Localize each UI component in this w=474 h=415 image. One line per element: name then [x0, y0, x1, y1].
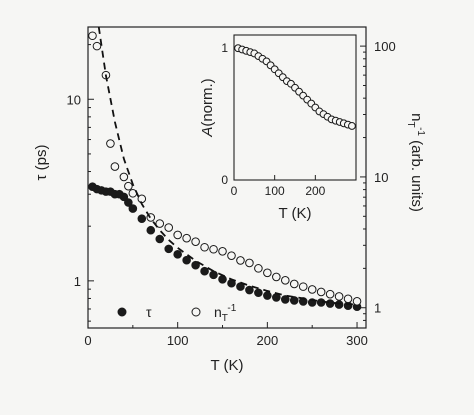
x-tick-label: 0	[84, 333, 91, 348]
nT-inverse-point	[191, 237, 200, 246]
nT-inverse-point	[110, 162, 120, 171]
nT-inverse-point	[164, 223, 174, 232]
tau-point	[119, 192, 129, 202]
tau-point	[254, 288, 263, 298]
nT-inverse-point	[254, 264, 263, 273]
y-right-tick-label: 10	[374, 170, 388, 185]
nT-inverse-point	[334, 292, 344, 301]
tau-point	[289, 296, 299, 305]
tau-point	[191, 260, 200, 270]
nT-inverse-point	[124, 181, 133, 191]
inset-frame	[233, 34, 357, 181]
tau-point	[245, 285, 254, 295]
nT-inverse-point	[298, 282, 308, 291]
legend-nT-label: nT-1	[214, 303, 237, 324]
tau-point	[209, 270, 218, 280]
nT-inverse-point	[245, 258, 254, 268]
tau-point	[146, 225, 156, 235]
tau-point	[137, 214, 147, 223]
nT-inverse-point	[307, 285, 317, 294]
nT-inverse-point	[343, 294, 353, 304]
x-tick-label: 200	[257, 333, 279, 348]
tau-point	[128, 204, 138, 213]
tau-point	[155, 234, 165, 244]
inset-y-tick-label: 0	[221, 173, 228, 187]
nT-inverse-point	[227, 251, 236, 260]
plot-frame	[87, 26, 367, 329]
nT-inverse-point	[263, 268, 272, 278]
inset-x-tick-label: 100	[265, 184, 285, 198]
tau-point	[218, 274, 227, 284]
nT-inverse-point	[316, 287, 326, 297]
x-tick-label: 100	[167, 333, 189, 348]
x-axis-title: T (K)	[210, 357, 243, 374]
fit-curve	[97, 27, 358, 306]
tau-point	[124, 198, 133, 207]
nT-inverse-point	[280, 276, 290, 285]
tau-point	[173, 250, 182, 259]
legend-tau-marker	[117, 307, 127, 317]
nT-inverse-point	[272, 272, 281, 282]
tau-point	[280, 295, 290, 304]
y-left-axis-title: τ (ps)	[33, 145, 50, 181]
nT-inverse-point	[88, 31, 97, 41]
nT-inverse-point	[209, 244, 218, 254]
nT-inverse-point	[325, 289, 335, 299]
tau-point	[200, 266, 209, 276]
inset-plot: 0 100 200 0 1 T (K) A(norm.)	[199, 34, 357, 222]
nT-inverse-point	[352, 296, 362, 306]
y-right-tick-label: 1	[374, 301, 381, 316]
x-tick-label: 300	[346, 333, 368, 348]
tau-point	[263, 291, 272, 300]
y-right-tick-label: 100	[374, 39, 396, 54]
tau-point	[334, 300, 344, 309]
inset-x-tick-label: 200	[305, 184, 325, 198]
nT-inverse-point	[173, 230, 182, 240]
tau-point	[182, 255, 191, 265]
y-left-tick-label: 10	[67, 92, 81, 107]
nT-inverse-point	[155, 219, 165, 228]
nT-inverse-point	[218, 247, 227, 256]
main-data-layer	[88, 27, 362, 312]
inset-x-tick-label: 0	[231, 184, 238, 198]
inset-y-axis-title: A(norm.)	[199, 78, 216, 137]
nT-inverse-point	[200, 242, 209, 252]
legend: τ nT-1	[117, 303, 237, 324]
inset-A-point	[348, 122, 356, 130]
tau-point	[325, 299, 335, 308]
tau-point	[164, 244, 174, 254]
legend-tau-label: τ	[146, 304, 152, 320]
inset-x-axis-title: T (K)	[278, 205, 311, 222]
inset-y-tick-label: 1	[221, 41, 228, 55]
nT-inverse-point	[106, 139, 115, 148]
legend-nT-marker	[191, 307, 201, 317]
y-right-axis-title: nT-1 (arb. units)	[405, 113, 426, 212]
nT-inverse-point	[182, 233, 191, 243]
nT-inverse-point	[236, 256, 245, 265]
nT-inverse-point	[92, 41, 102, 51]
nT-inverse-point	[119, 172, 129, 182]
nT-inverse-point	[289, 279, 299, 289]
y-left-tick-label: 1	[74, 274, 81, 289]
